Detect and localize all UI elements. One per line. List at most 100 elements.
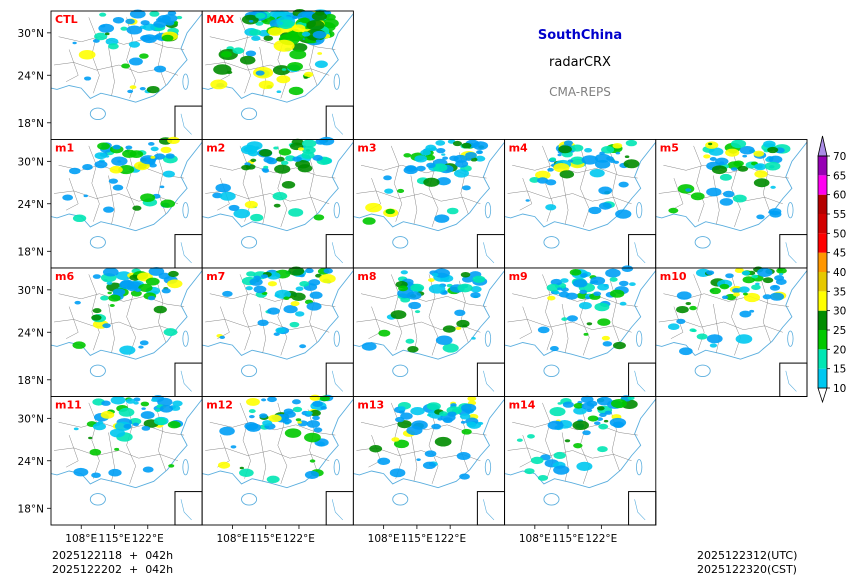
radar-echo xyxy=(706,187,722,197)
lat-tick-label: 18°N xyxy=(18,118,44,130)
province-border xyxy=(360,293,487,307)
init-time-cst: 2025122202 + 042h xyxy=(52,563,174,576)
map-panel-m12: m12 xyxy=(201,394,354,526)
radar-echo xyxy=(580,273,588,278)
radar-echo xyxy=(251,35,261,41)
radar-echo xyxy=(146,85,160,94)
radar-echo xyxy=(165,153,175,159)
lon-tick-label: 108°E xyxy=(65,533,97,545)
panel-label: m6 xyxy=(55,270,74,283)
radar-echo xyxy=(461,428,472,435)
scs-inset-coast xyxy=(331,113,344,135)
radar-echo xyxy=(153,305,167,314)
radar-echo xyxy=(459,413,471,420)
radar-echo xyxy=(317,52,323,55)
radar-echo xyxy=(476,150,483,155)
radar-echo xyxy=(408,301,421,310)
radar-echo xyxy=(289,49,307,60)
colorbar-tick-label: 65 xyxy=(833,170,846,182)
radar-echo xyxy=(161,13,178,23)
radar-echo xyxy=(288,266,305,276)
radar-echo xyxy=(547,295,556,301)
radar-echo xyxy=(295,311,305,317)
radar-echo xyxy=(313,427,323,433)
lon-tick-label: 108°E xyxy=(519,533,551,545)
radar-echo xyxy=(249,278,263,286)
radar-echo xyxy=(142,23,156,31)
radar-echo xyxy=(98,23,115,33)
radar-echo xyxy=(260,274,269,279)
radar-echo xyxy=(462,324,468,328)
radar-echo xyxy=(215,183,231,193)
radar-echo xyxy=(267,281,277,287)
map-axes: 30°N 24°N 18°N 30°N 24°N 18°N 30°N 24°N 18°N 30°N… xyxy=(18,28,618,545)
radar-echo xyxy=(753,150,765,157)
radar-echo xyxy=(291,15,299,20)
province-border xyxy=(108,46,115,96)
radar-echo xyxy=(108,178,119,184)
scs-inset-coast xyxy=(634,242,646,264)
province-border xyxy=(239,145,251,222)
radar-echo xyxy=(120,26,128,31)
radar-echo xyxy=(537,326,550,334)
radar-echo xyxy=(597,318,611,326)
radar-echo xyxy=(403,153,412,158)
radar-echo xyxy=(615,209,632,219)
colorbar-tick-label: 20 xyxy=(833,344,846,356)
radar-echo xyxy=(557,287,563,291)
radar-echo xyxy=(516,438,523,442)
radar-echo xyxy=(590,276,606,286)
radar-echo xyxy=(562,401,574,408)
lon-tick-label: 108°E xyxy=(216,533,248,545)
radar-echo xyxy=(246,271,256,277)
hainan-island xyxy=(241,493,258,506)
province-border xyxy=(519,178,533,211)
taiwan-island xyxy=(787,330,794,347)
radar-echo xyxy=(578,301,592,310)
province-border xyxy=(512,293,638,307)
province-border xyxy=(65,306,79,339)
radar-echo xyxy=(272,191,288,201)
province-border xyxy=(390,145,403,222)
radar-echo xyxy=(170,405,181,411)
radar-echo xyxy=(172,400,183,407)
radar-echo xyxy=(255,70,265,76)
region-title: SouthChina xyxy=(537,28,623,43)
radar-echo xyxy=(594,421,601,426)
radar-echo xyxy=(133,397,141,402)
scs-inset xyxy=(174,105,203,140)
radar-echo xyxy=(301,139,317,148)
hainan-island xyxy=(241,107,258,121)
radar-echo xyxy=(393,439,410,449)
radar-echo xyxy=(597,446,608,453)
scs-inset-coast xyxy=(785,370,797,392)
radar-echo xyxy=(305,411,313,416)
radar-echo xyxy=(92,274,101,279)
radar-echo xyxy=(711,165,728,175)
radar-echo xyxy=(248,19,254,23)
radar-echo xyxy=(725,148,740,157)
radar-echo xyxy=(108,468,122,477)
radar-echo xyxy=(226,70,233,74)
radar-echo xyxy=(299,280,310,287)
scs-inset xyxy=(325,105,354,140)
radar-echo xyxy=(739,145,755,155)
radar-echo xyxy=(423,177,440,187)
radar-echo xyxy=(100,411,115,419)
lon-tick-label: 122°E xyxy=(283,533,315,545)
radar-echo xyxy=(73,467,89,477)
radar-echo xyxy=(582,430,591,436)
radar-echo xyxy=(467,396,477,402)
radar-echo xyxy=(115,271,132,281)
lat-tick-label: 30°N xyxy=(18,285,44,297)
radar-echo xyxy=(108,43,119,50)
radar-echo xyxy=(92,422,107,431)
radar-echo xyxy=(289,321,300,328)
radar-echo xyxy=(709,157,717,161)
radar-echo xyxy=(369,445,383,453)
colorbar-segment xyxy=(818,349,827,369)
radar-echo xyxy=(291,24,306,33)
radar-echo xyxy=(431,423,442,430)
lon-tick-label: 122°E xyxy=(132,533,164,545)
radar-echo xyxy=(291,42,308,52)
